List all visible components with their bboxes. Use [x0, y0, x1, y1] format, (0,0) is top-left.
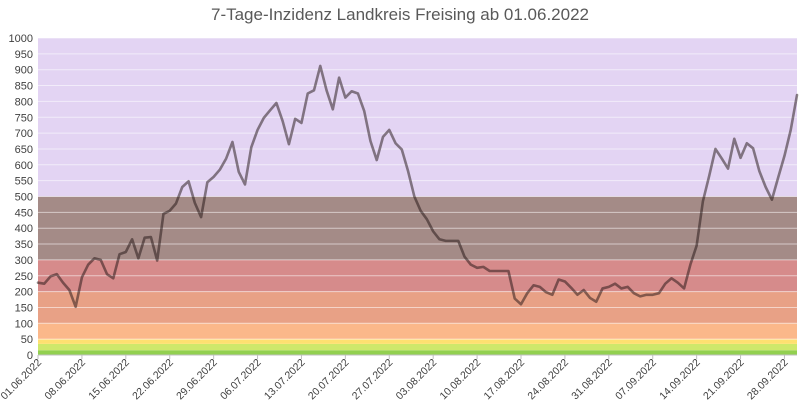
x-tick-label: 21.09.2022 — [701, 357, 747, 403]
y-tick-label: 950 — [15, 49, 33, 61]
y-tick-label: 0 — [27, 350, 33, 362]
x-tick-label: 03.08.2022 — [394, 357, 440, 403]
x-axis: 01.06.202208.06.202215.06.202222.06.2022… — [0, 355, 791, 402]
y-tick-label: 900 — [15, 65, 33, 77]
x-tick-label: 10.08.2022 — [438, 357, 484, 403]
x-tick-label: 07.09.2022 — [613, 357, 659, 403]
y-tick-label: 200 — [15, 287, 33, 299]
x-tick-label: 27.07.2022 — [350, 357, 396, 403]
x-tick-label: 20.07.2022 — [306, 357, 352, 403]
chart-title: 7-Tage-Inzidenz Landkreis Freising ab 01… — [211, 5, 589, 24]
x-tick-label: 14.09.2022 — [657, 357, 703, 403]
y-axis: 0 50 100 150 200 250 300 350 400 450 500 550 600 650 7… — [9, 33, 33, 362]
y-tick-label: 400 — [15, 223, 33, 235]
x-tick-label: 06.07.2022 — [218, 357, 264, 403]
y-tick-label: 100 — [15, 318, 33, 330]
x-tick-label: 01.06.2022 — [0, 357, 44, 403]
y-tick-label: 50 — [21, 334, 33, 346]
x-tick-label: 17.08.2022 — [481, 357, 527, 403]
x-tick-label: 08.06.2022 — [42, 357, 88, 403]
y-tick-label: 250 — [15, 271, 33, 283]
y-tick-label: 350 — [15, 239, 33, 251]
y-tick-label: 700 — [15, 128, 33, 140]
y-tick-label: 1000 — [9, 33, 33, 45]
y-tick-label: 600 — [15, 160, 33, 172]
y-tick-label: 650 — [15, 144, 33, 156]
x-tick-label: 31.08.2022 — [569, 357, 615, 403]
band-1 — [38, 343, 797, 351]
band-3 — [38, 323, 797, 340]
y-tick-label: 800 — [15, 96, 33, 108]
series-line — [36, 64, 799, 309]
y-tick-label: 550 — [15, 176, 33, 188]
y-tick-label: 850 — [15, 81, 33, 93]
y-tick-label: 300 — [15, 255, 33, 267]
band-2 — [38, 339, 797, 344]
x-tick-label: 22.06.2022 — [130, 357, 176, 403]
y-tick-label: 500 — [15, 192, 33, 204]
x-tick-label: 24.08.2022 — [525, 357, 571, 403]
x-tick-label: 28.09.2022 — [745, 357, 791, 403]
y-tick-label: 750 — [15, 112, 33, 124]
y-tick-label: 450 — [15, 207, 33, 219]
band-0 — [38, 350, 797, 355]
incidence-series — [36, 64, 799, 309]
x-tick-label: 29.06.2022 — [174, 357, 220, 403]
x-tick-label: 15.06.2022 — [86, 357, 132, 403]
y-tick-label: 150 — [15, 302, 33, 314]
gridlines — [38, 37, 797, 356]
x-tick-label: 13.07.2022 — [262, 357, 308, 403]
